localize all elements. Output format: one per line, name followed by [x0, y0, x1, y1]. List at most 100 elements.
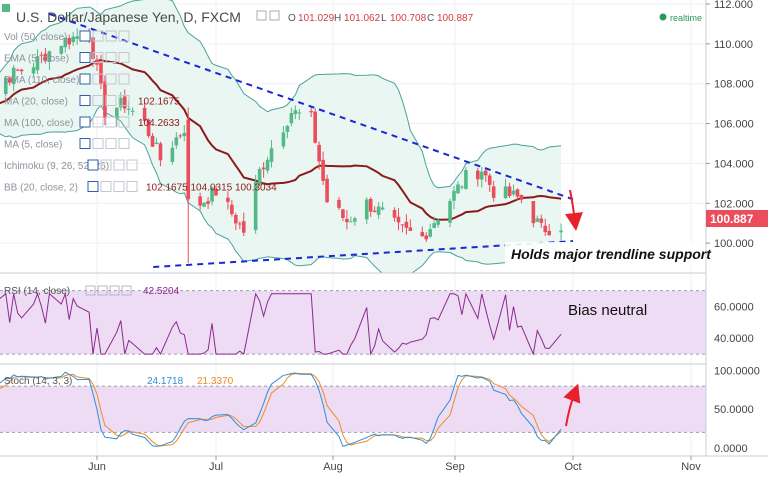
time-tick-label: Sep	[445, 461, 465, 473]
time-tick-label: Jul	[209, 461, 223, 473]
rsi-eye-icon[interactable]	[85, 285, 96, 296]
candle-body	[178, 135, 183, 137]
more-icon[interactable]	[269, 10, 280, 21]
rsi-axis: 40.0000 60.0000	[714, 302, 754, 346]
price-tick-label: 112.000	[714, 0, 753, 11]
candle-body	[428, 229, 432, 237]
candle-body	[515, 189, 520, 197]
candle-body	[400, 224, 405, 226]
svg-text:L: L	[381, 13, 387, 24]
candle-body	[547, 230, 551, 236]
candle-body	[392, 209, 397, 218]
realtime-label: realtime	[670, 13, 702, 23]
down-arrow	[565, 189, 583, 231]
price-tick-label: 104.000	[714, 158, 754, 170]
candle-body	[142, 107, 147, 121]
candle-body	[531, 201, 536, 224]
indicator-eye-icon	[79, 52, 91, 63]
candle-body	[119, 97, 123, 108]
candle-body	[325, 178, 329, 203]
settings-icon[interactable]	[256, 10, 267, 21]
support-annotation: Holds major trendline support	[505, 242, 712, 266]
candle-body	[456, 184, 460, 194]
rsi-label: RSI (14, close)	[4, 286, 70, 297]
indicator-settings-icon	[92, 73, 104, 85]
candle-body	[257, 168, 262, 185]
collapse-icon[interactable]	[2, 4, 10, 12]
stoch-band	[0, 386, 706, 433]
candle-body	[321, 159, 325, 181]
last-price-text: 100.887	[710, 212, 754, 226]
indicator-more-icon	[126, 159, 138, 171]
candle-body	[317, 144, 321, 162]
candle-body	[230, 204, 234, 215]
indicator-label: Vol (50, close)	[4, 32, 67, 43]
candle-body	[31, 67, 36, 74]
candle-body	[543, 225, 548, 233]
candle-body	[483, 170, 488, 176]
indicator-more-icon	[118, 73, 130, 85]
indicator-settings-icon	[92, 95, 104, 106]
upper-trendline	[49, 13, 574, 201]
candle-body	[460, 186, 464, 188]
candle-body	[130, 110, 135, 112]
candle-body	[214, 189, 218, 196]
candle-body	[396, 216, 401, 223]
indicator-eye-icon	[79, 138, 91, 149]
candle-body	[503, 186, 508, 199]
stoch-label: Stoch (14, 3, 3)	[4, 376, 72, 387]
rsi-close-icon[interactable]	[109, 285, 120, 296]
svg-text:C: C	[427, 13, 434, 24]
rsi-line	[0, 291, 562, 356]
last-price-badge: 100.887	[706, 210, 768, 227]
stoch-tick-label: 100.0000	[714, 366, 760, 378]
candle-body	[353, 218, 357, 222]
rsi-settings-icon[interactable]	[97, 285, 108, 296]
svg-text:H: H	[334, 13, 341, 24]
time-tick-label: Aug	[323, 461, 343, 473]
indicator-more-icon	[118, 116, 130, 128]
candle-body	[507, 186, 512, 196]
candle-body	[7, 77, 12, 83]
indicator-close-icon	[113, 181, 125, 192]
candle-body	[43, 53, 48, 62]
price-tick-label: 108.000	[714, 79, 754, 91]
stoch-d-value: 21.3370	[197, 376, 234, 387]
candle-body	[539, 218, 544, 223]
candle-body	[309, 110, 313, 113]
indicator-close-icon	[105, 30, 117, 42]
candle-body	[115, 107, 119, 118]
rsi-pane	[0, 290, 706, 356]
indicator-label: MA (100, close)	[4, 118, 73, 129]
candle-body	[103, 81, 107, 118]
candle-body	[261, 167, 266, 170]
indicator-more-icon	[118, 30, 130, 42]
lower-trendline	[153, 240, 574, 269]
high-value: 101.062	[344, 13, 381, 24]
candle-body	[265, 159, 270, 171]
realtime-dot-icon	[659, 13, 667, 21]
indicator-more-icon	[118, 52, 130, 63]
candle-body	[63, 37, 68, 48]
candle-body	[476, 170, 480, 180]
candle-body	[182, 133, 187, 137]
band-fill	[0, 0, 562, 273]
bias-text: Bias neutral	[568, 302, 647, 319]
indicator-value: 102.1675	[138, 97, 180, 108]
candle-body	[519, 195, 524, 200]
close-value: 100.887	[437, 13, 474, 24]
indicator-legend: Vol (50, close) EMA (5, close) EMA (110, c…	[4, 30, 277, 194]
candle-body	[67, 38, 72, 45]
rsi-more-icon[interactable]	[121, 285, 132, 296]
stoch-legend: Stoch (14, 3, 3) 24.1718 21.3370	[4, 376, 234, 387]
indicator-close-icon	[105, 95, 117, 106]
indicator-label: EMA (110, close)	[4, 75, 79, 86]
ma-line	[0, 58, 562, 221]
price-tick-label: 100.000	[714, 238, 754, 250]
candle-body	[186, 119, 191, 200]
candle-body	[241, 221, 246, 233]
rsi-tick-label: 40.0000	[714, 333, 754, 345]
price-tick-label: 106.000	[714, 119, 754, 131]
indicator-eye-icon	[79, 30, 91, 42]
